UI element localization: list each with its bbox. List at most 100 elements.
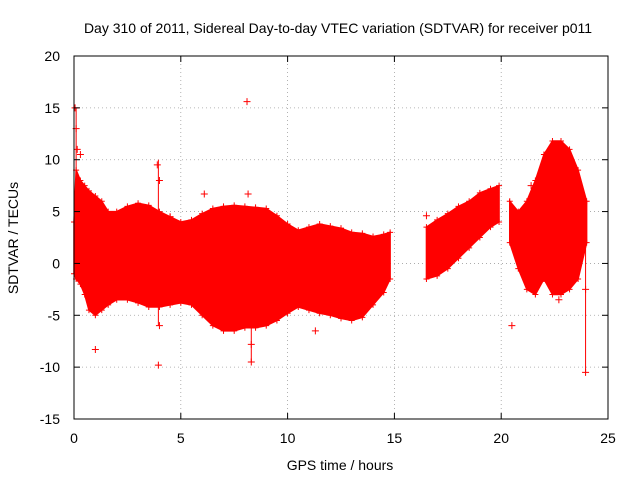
data-point — [188, 216, 195, 223]
data-point — [444, 210, 451, 217]
data-point — [540, 151, 547, 158]
data-point — [566, 286, 573, 293]
data-point — [532, 177, 539, 184]
data-point — [423, 224, 430, 231]
data-point — [231, 202, 238, 209]
data-point — [77, 281, 84, 288]
data-point — [295, 303, 302, 310]
outlier-point — [200, 190, 208, 198]
data-point — [295, 227, 302, 234]
data-point — [476, 189, 483, 196]
tick-labels: 0 5 10 15 20 25 -15 -10 -5 0 5 10 15 20 — [40, 48, 616, 446]
data-point — [380, 231, 387, 238]
data-point — [77, 177, 84, 184]
data-point — [455, 255, 462, 262]
data-point — [273, 212, 280, 219]
data-point — [284, 310, 291, 317]
data-point — [92, 193, 99, 200]
data-point — [327, 223, 334, 230]
data-point — [466, 198, 473, 205]
data-point — [145, 303, 152, 310]
x-tick-label: 15 — [387, 430, 403, 446]
outlier-point — [91, 346, 99, 354]
y-tick-label: 10 — [44, 152, 60, 168]
data-point — [523, 286, 530, 293]
data-point — [156, 208, 163, 215]
outlier-point — [73, 145, 81, 153]
outlier-point — [155, 322, 163, 330]
data-point — [506, 198, 513, 205]
data-point — [575, 275, 582, 282]
sdtvar-band — [73, 169, 391, 332]
sdtvar-band — [425, 184, 500, 280]
data-point — [199, 210, 206, 217]
outlier-point — [527, 182, 535, 190]
x-tick-label: 5 — [177, 430, 185, 446]
data-point — [387, 275, 394, 282]
data-point — [113, 208, 120, 215]
y-tick-label: 20 — [44, 48, 60, 64]
y-tick-label: 0 — [52, 255, 60, 271]
data-point — [549, 291, 556, 298]
data-point — [380, 289, 387, 296]
data-point — [305, 224, 312, 231]
data-point — [177, 218, 184, 225]
data-point — [85, 307, 92, 314]
data-point — [444, 265, 451, 272]
data-point — [188, 301, 195, 308]
data-point — [370, 233, 377, 240]
data-point — [487, 185, 494, 192]
data-point — [284, 221, 291, 228]
data-point — [532, 291, 539, 298]
tick-marks — [73, 55, 609, 420]
data-point — [156, 303, 163, 310]
y-tick-label: -15 — [40, 411, 60, 427]
data-point — [199, 312, 206, 319]
data-point — [135, 200, 142, 207]
data-point — [387, 229, 394, 236]
data-point — [209, 205, 216, 212]
data-point — [515, 265, 522, 272]
data-point — [124, 203, 131, 210]
outlier-point — [555, 296, 563, 304]
data-point — [359, 230, 366, 237]
data-point — [506, 239, 513, 246]
data-point — [575, 167, 582, 174]
data-point — [209, 322, 216, 329]
data-point — [273, 317, 280, 324]
data-point — [434, 272, 441, 279]
x-axis-label: GPS time / hours — [287, 457, 394, 473]
data-point — [263, 322, 270, 329]
data-point — [423, 275, 430, 282]
data-point — [252, 204, 259, 211]
data-point — [98, 198, 105, 205]
data-point — [487, 224, 494, 231]
data-layer — [71, 98, 590, 376]
data-point — [220, 327, 227, 334]
data-point — [338, 315, 344, 322]
data-point — [241, 324, 248, 331]
data-point — [540, 275, 547, 282]
x-tick-label: 10 — [280, 430, 296, 446]
data-point — [523, 198, 530, 205]
x-tick-label: 0 — [70, 430, 78, 446]
y-axis-label: SDTVAR / TECUs — [5, 182, 21, 294]
data-point — [241, 203, 248, 210]
outlier-point — [243, 98, 251, 106]
data-point — [105, 301, 112, 308]
data-point — [252, 324, 259, 331]
data-point — [359, 314, 366, 321]
data-point — [263, 205, 270, 212]
y-tick-label: -10 — [40, 359, 60, 375]
data-point — [455, 203, 462, 210]
y-tick-label: 5 — [52, 204, 60, 220]
outlier-point — [76, 151, 84, 159]
outlier-point — [508, 322, 516, 330]
outlier-point — [155, 176, 163, 184]
outlier-point — [422, 212, 430, 220]
data-point — [496, 182, 503, 189]
data-point — [305, 307, 312, 314]
data-point — [105, 208, 112, 215]
data-point — [327, 312, 334, 319]
